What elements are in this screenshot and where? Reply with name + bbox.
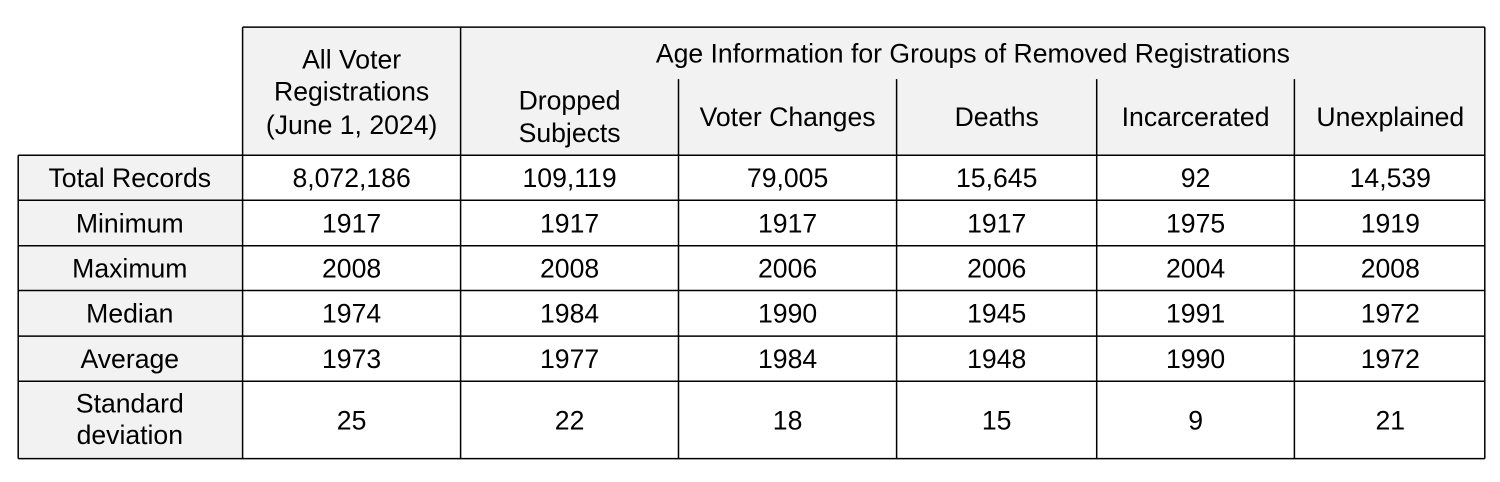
svg-text:2008: 2008 <box>1361 254 1420 284</box>
svg-text:9: 9 <box>1188 406 1203 436</box>
svg-text:22: 22 <box>555 406 585 436</box>
svg-text:1972: 1972 <box>1361 344 1420 374</box>
svg-text:Standard: Standard <box>76 389 184 419</box>
svg-text:(June 1, 2024): (June 1, 2024) <box>266 110 438 140</box>
svg-text:Deaths: Deaths <box>955 102 1039 132</box>
svg-text:Registrations: Registrations <box>274 77 429 107</box>
svg-text:All Voter: All Voter <box>302 45 401 75</box>
svg-text:2008: 2008 <box>322 254 381 284</box>
svg-text:1973: 1973 <box>322 344 381 374</box>
svg-text:15: 15 <box>982 406 1012 436</box>
svg-text:deviation: deviation <box>77 420 183 450</box>
svg-text:8,072,186: 8,072,186 <box>292 163 410 193</box>
svg-text:18: 18 <box>773 406 803 436</box>
svg-text:1990: 1990 <box>758 299 817 329</box>
svg-text:1917: 1917 <box>540 208 599 238</box>
svg-text:1919: 1919 <box>1361 208 1420 238</box>
svg-text:79,005: 79,005 <box>747 163 828 193</box>
svg-text:1975: 1975 <box>1166 208 1225 238</box>
svg-text:1945: 1945 <box>967 299 1026 329</box>
svg-text:2006: 2006 <box>967 254 1026 284</box>
svg-text:Incarcerated: Incarcerated <box>1122 102 1270 132</box>
svg-text:92: 92 <box>1181 163 1211 193</box>
svg-text:2008: 2008 <box>540 254 599 284</box>
svg-text:1917: 1917 <box>967 208 1026 238</box>
svg-text:Median: Median <box>86 299 173 329</box>
svg-text:Maximum: Maximum <box>72 254 187 284</box>
svg-text:2006: 2006 <box>758 254 817 284</box>
svg-text:1991: 1991 <box>1166 299 1225 329</box>
svg-text:Subjects: Subjects <box>519 118 621 148</box>
svg-text:Dropped: Dropped <box>519 86 621 116</box>
svg-text:1948: 1948 <box>967 344 1026 374</box>
svg-text:Age Information for Groups of: Age Information for Groups of Removed Re… <box>656 38 1290 68</box>
svg-text:Minimum: Minimum <box>76 208 184 238</box>
svg-text:1984: 1984 <box>758 344 817 374</box>
svg-text:21: 21 <box>1376 406 1406 436</box>
svg-text:Total Records: Total Records <box>49 163 212 193</box>
svg-text:Average: Average <box>81 344 180 374</box>
svg-text:Voter Changes: Voter Changes <box>700 102 876 132</box>
svg-text:1990: 1990 <box>1166 344 1225 374</box>
svg-text:1917: 1917 <box>758 208 817 238</box>
svg-text:1972: 1972 <box>1361 299 1420 329</box>
svg-text:1974: 1974 <box>322 299 381 329</box>
svg-text:14,539: 14,539 <box>1350 163 1431 193</box>
svg-text:1984: 1984 <box>540 299 599 329</box>
svg-text:2004: 2004 <box>1166 254 1225 284</box>
svg-text:25: 25 <box>337 406 367 436</box>
svg-text:Unexplained: Unexplained <box>1316 102 1464 132</box>
svg-text:1977: 1977 <box>540 344 599 374</box>
svg-text:109,119: 109,119 <box>523 163 617 193</box>
svg-text:1917: 1917 <box>322 208 381 238</box>
svg-text:15,645: 15,645 <box>956 163 1037 193</box>
